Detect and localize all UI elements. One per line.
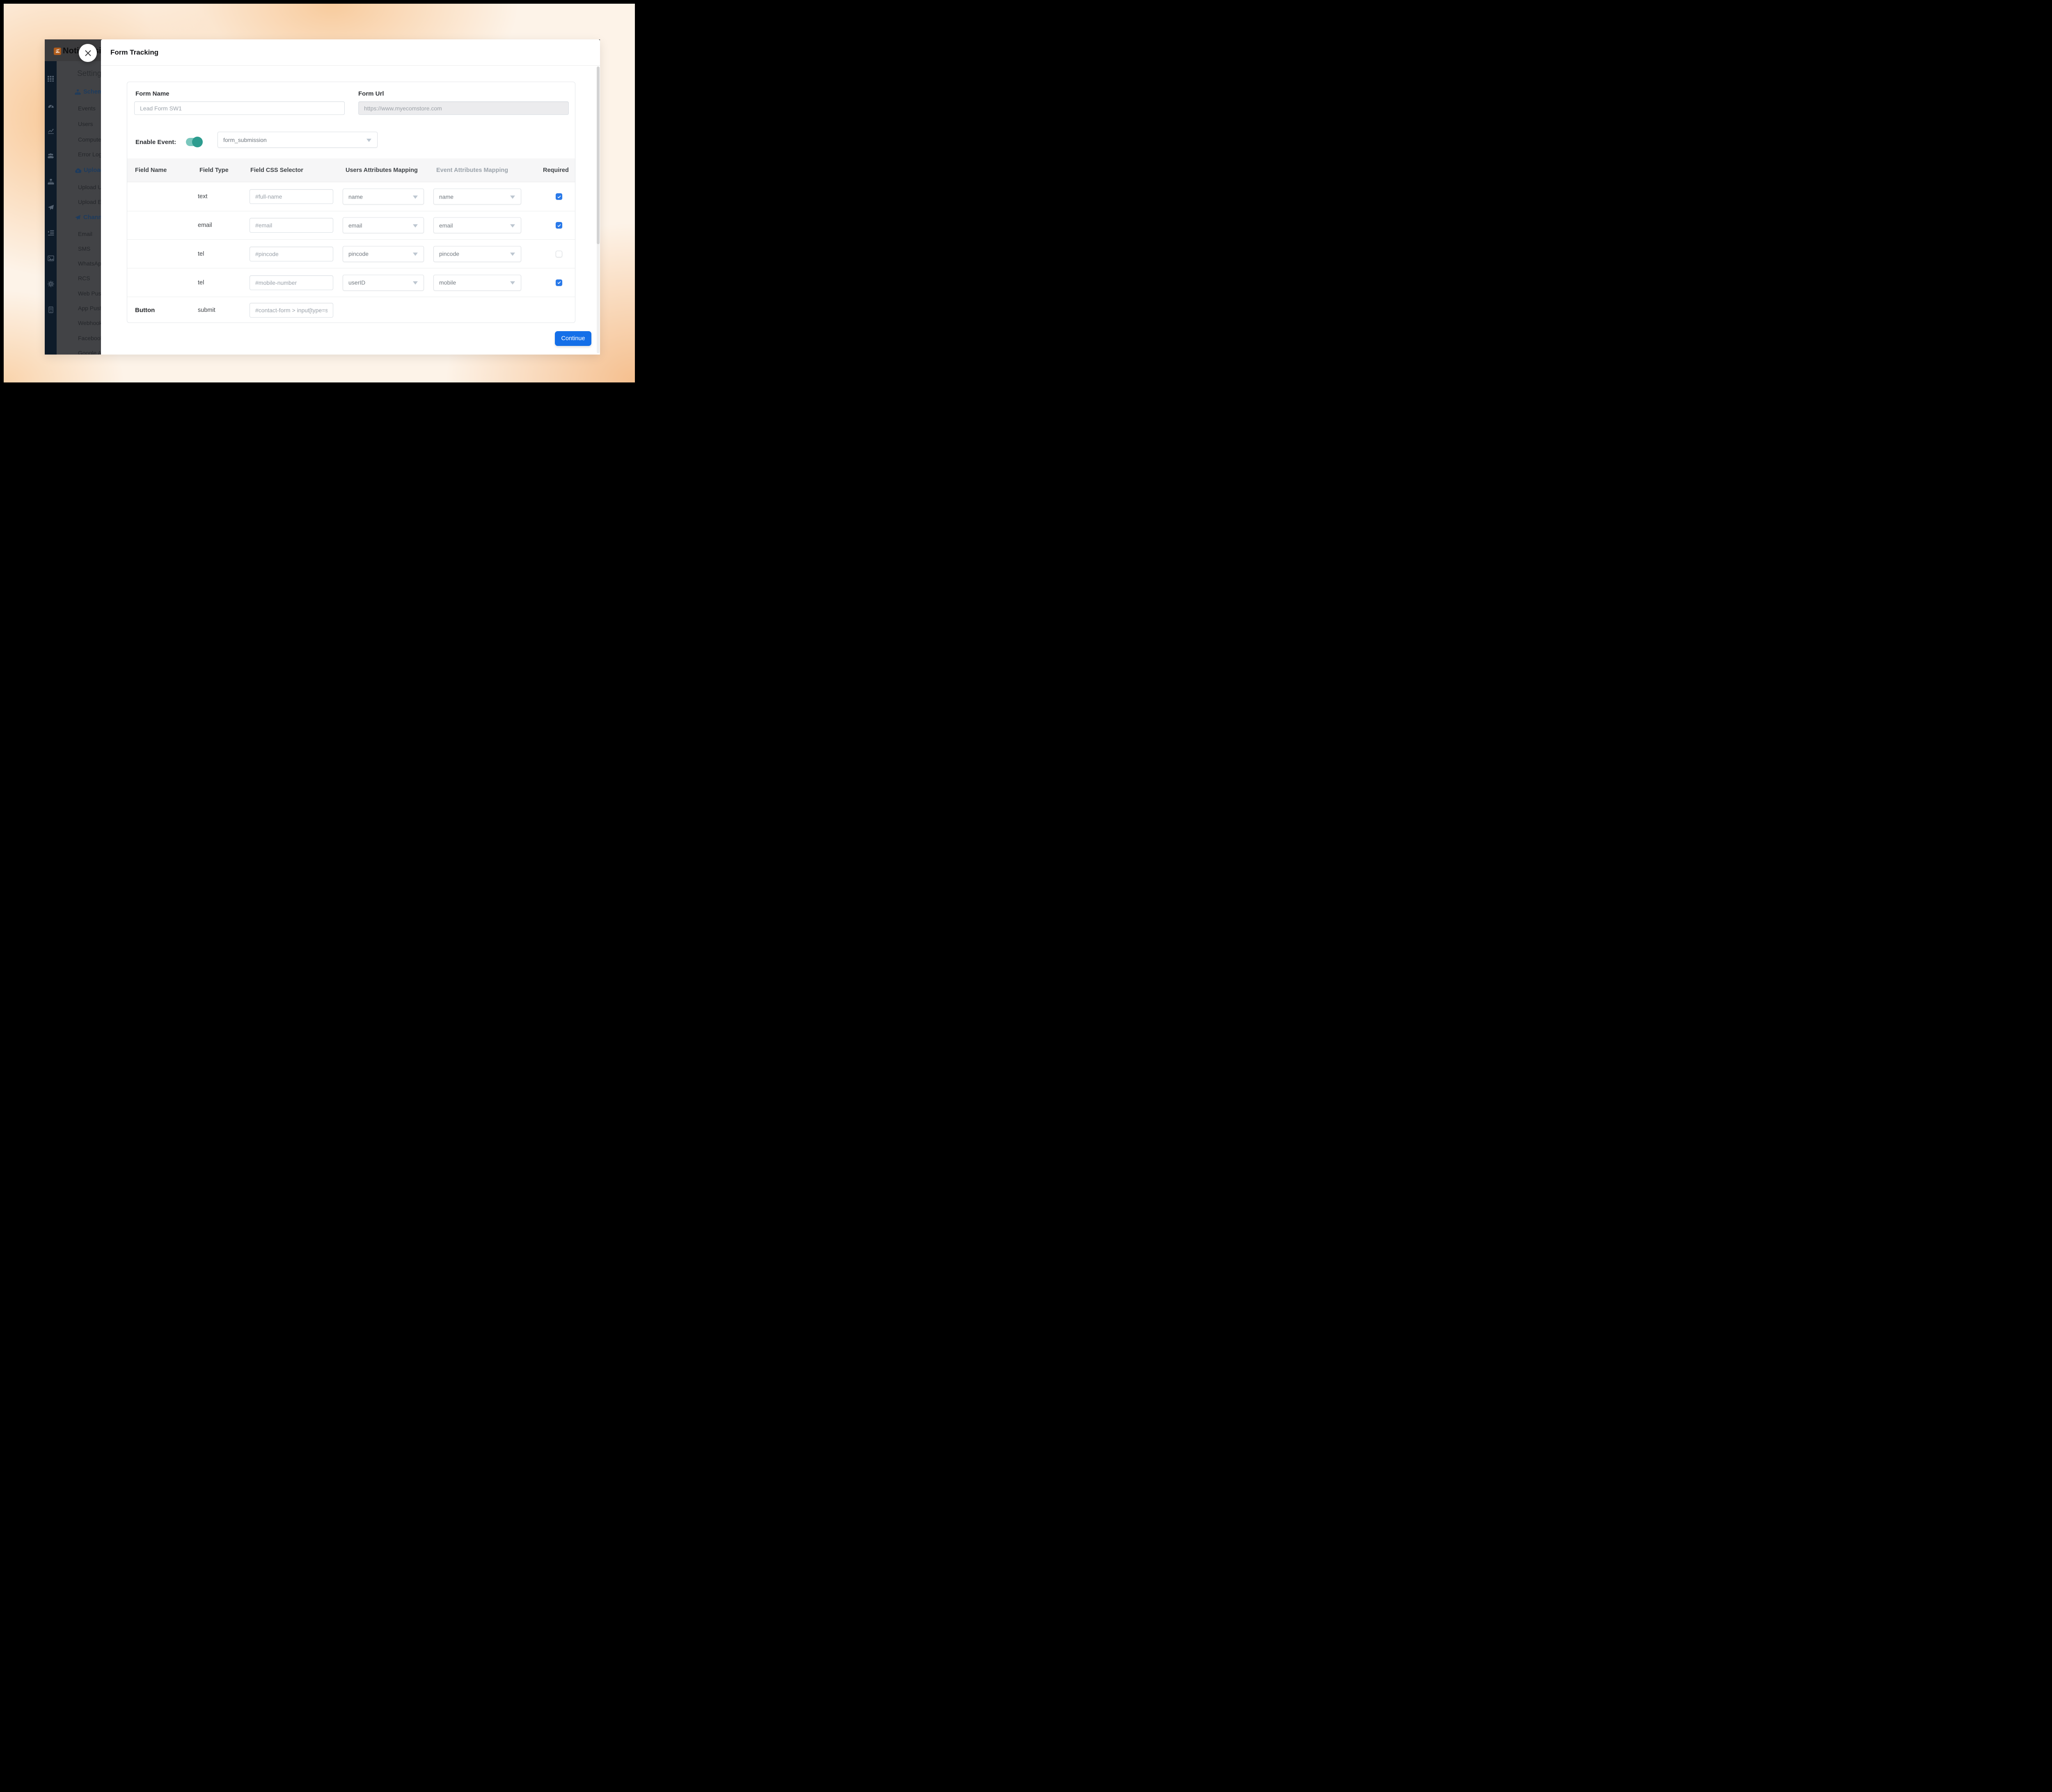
event-select[interactable]: form_submission	[218, 132, 378, 148]
chevron-down-icon	[413, 224, 418, 227]
sidebar-item-email[interactable]: Email	[78, 231, 93, 237]
sidebar-item-label: Channels	[83, 214, 101, 221]
col-users-attr: Users Attributes Mapping	[346, 167, 418, 174]
sidebar-item-webhook[interactable]: Webhook	[78, 320, 101, 326]
sidebar-item-google-ads[interactable]: Google Ads	[78, 350, 101, 355]
users-attr-select[interactable]: pincode	[343, 246, 424, 262]
table-row: tel pincode pincode	[127, 240, 575, 268]
image-icon[interactable]	[45, 255, 57, 261]
field-type: tel	[198, 250, 204, 257]
close-icon	[85, 50, 91, 56]
chart-line-icon[interactable]	[45, 128, 57, 134]
event-select-value: form_submission	[223, 136, 267, 143]
field-type: tel	[198, 279, 204, 286]
desktop-background: NotifyVisitors	[4, 4, 635, 382]
modal-header: Form Tracking	[101, 39, 600, 66]
chevron-down-icon	[510, 281, 515, 285]
sidebar-item-users[interactable]: Users	[78, 121, 93, 127]
sidebar-item-upload-events[interactable]: Upload Events	[78, 199, 101, 205]
required-checkbox[interactable]	[556, 193, 562, 200]
modal-title: Form Tracking	[110, 48, 159, 56]
event-attr-select[interactable]: email	[433, 217, 521, 233]
table-header: Field Name Field Type Field CSS Selector…	[127, 158, 575, 182]
field-type: text	[198, 193, 208, 200]
sidebar-item-error-log[interactable]: Error Log	[78, 151, 101, 158]
chevron-down-icon	[413, 252, 418, 256]
chevron-down-icon	[510, 252, 515, 256]
form-name-input[interactable]	[134, 101, 345, 115]
settings-submenu: Settings Schema Events Users Computed Er…	[57, 61, 101, 355]
table-row: tel userID mobile	[127, 268, 575, 297]
list-icon[interactable]	[45, 229, 57, 236]
form-panel: Form Name Form Url Enable Event: form_su…	[127, 82, 575, 323]
scrollbar-thumb[interactable]	[597, 66, 600, 245]
sidebar-item-uploads[interactable]: Uploads	[75, 167, 101, 174]
col-css-selector: Field CSS Selector	[250, 167, 303, 174]
chevron-down-icon	[413, 195, 418, 199]
chevron-down-icon	[510, 195, 515, 199]
mobile-icon[interactable]	[45, 307, 57, 313]
field-type: submit	[198, 307, 215, 314]
sidebar-item-schema[interactable]: Schema	[75, 88, 101, 96]
sidebar-item-facebook[interactable]: Facebook	[78, 335, 101, 341]
gear-icon[interactable]	[45, 281, 57, 287]
event-attr-select[interactable]: mobile	[433, 275, 521, 291]
toggle-knob	[192, 137, 203, 147]
event-attr-select[interactable]: pincode	[433, 246, 521, 262]
sidebar-item-channels[interactable]: Channels	[75, 214, 101, 221]
form-tracking-modal: Form Tracking Form Name Form Url Enable …	[101, 39, 600, 355]
col-field-name: Field Name	[135, 167, 167, 174]
bar-chart-icon	[54, 47, 61, 55]
css-selector-input[interactable]	[250, 218, 333, 233]
col-event-attr: Event Attributes Mapping	[436, 167, 508, 174]
enable-event-label: Enable Event:	[135, 139, 176, 146]
table-row: text name name	[127, 182, 575, 211]
users-icon[interactable]	[45, 153, 57, 159]
form-url-label: Form Url	[358, 90, 384, 97]
field-name: Button	[135, 307, 155, 314]
form-url-input	[358, 101, 569, 115]
event-attr-select[interactable]: name	[433, 188, 521, 205]
sidebar-item-app-push[interactable]: App Push	[78, 305, 101, 311]
sidebar-item-events[interactable]: Events	[78, 105, 96, 112]
chevron-down-icon	[510, 224, 515, 227]
sidebar-item-web-push[interactable]: Web Push	[78, 290, 101, 297]
users-attr-select[interactable]: userID	[343, 275, 424, 291]
users-attr-select[interactable]: name	[343, 188, 424, 205]
gauge-icon[interactable]	[45, 103, 57, 108]
sidebar-icon-rail	[45, 61, 57, 355]
css-selector-input[interactable]	[250, 275, 333, 290]
css-selector-input[interactable]	[250, 303, 333, 318]
modal-scrollbar[interactable]	[597, 66, 600, 353]
sidebar-item-computed[interactable]: Computed	[78, 136, 101, 143]
sidebar-item-sms[interactable]: SMS	[78, 245, 91, 252]
required-checkbox[interactable]	[556, 222, 562, 229]
paper-plane-icon[interactable]	[45, 204, 57, 211]
sidebar-item-rcs[interactable]: RCS	[78, 275, 90, 282]
sidebar-item-label: Schema	[83, 89, 101, 95]
col-field-type: Field Type	[199, 167, 229, 174]
field-type: email	[198, 222, 212, 229]
table-row: email email email	[127, 211, 575, 240]
sidebar-item-whatsapp[interactable]: WhatsApp	[78, 260, 101, 267]
sidebar-item-upload-users[interactable]: Upload Users	[78, 184, 101, 190]
enable-event-toggle[interactable]	[186, 137, 203, 147]
form-name-label: Form Name	[135, 90, 169, 97]
table-row: Button submit	[127, 297, 575, 323]
chevron-down-icon	[413, 281, 418, 285]
screenshot-frame: NotifyVisitors	[0, 0, 639, 386]
users-attr-select[interactable]: email	[343, 217, 424, 233]
css-selector-input[interactable]	[250, 246, 333, 261]
sidebar-item-label: Uploads	[84, 167, 101, 174]
close-button[interactable]	[79, 44, 97, 62]
continue-button[interactable]: Continue	[555, 331, 591, 346]
submenu-title: Settings	[77, 69, 101, 78]
sitemap-icon[interactable]	[45, 179, 57, 185]
required-checkbox[interactable]	[556, 250, 562, 257]
chevron-down-icon	[366, 138, 371, 142]
required-checkbox[interactable]	[556, 279, 562, 286]
col-required: Required	[543, 167, 569, 174]
grid-icon[interactable]	[45, 76, 57, 82]
css-selector-input[interactable]	[250, 189, 333, 204]
